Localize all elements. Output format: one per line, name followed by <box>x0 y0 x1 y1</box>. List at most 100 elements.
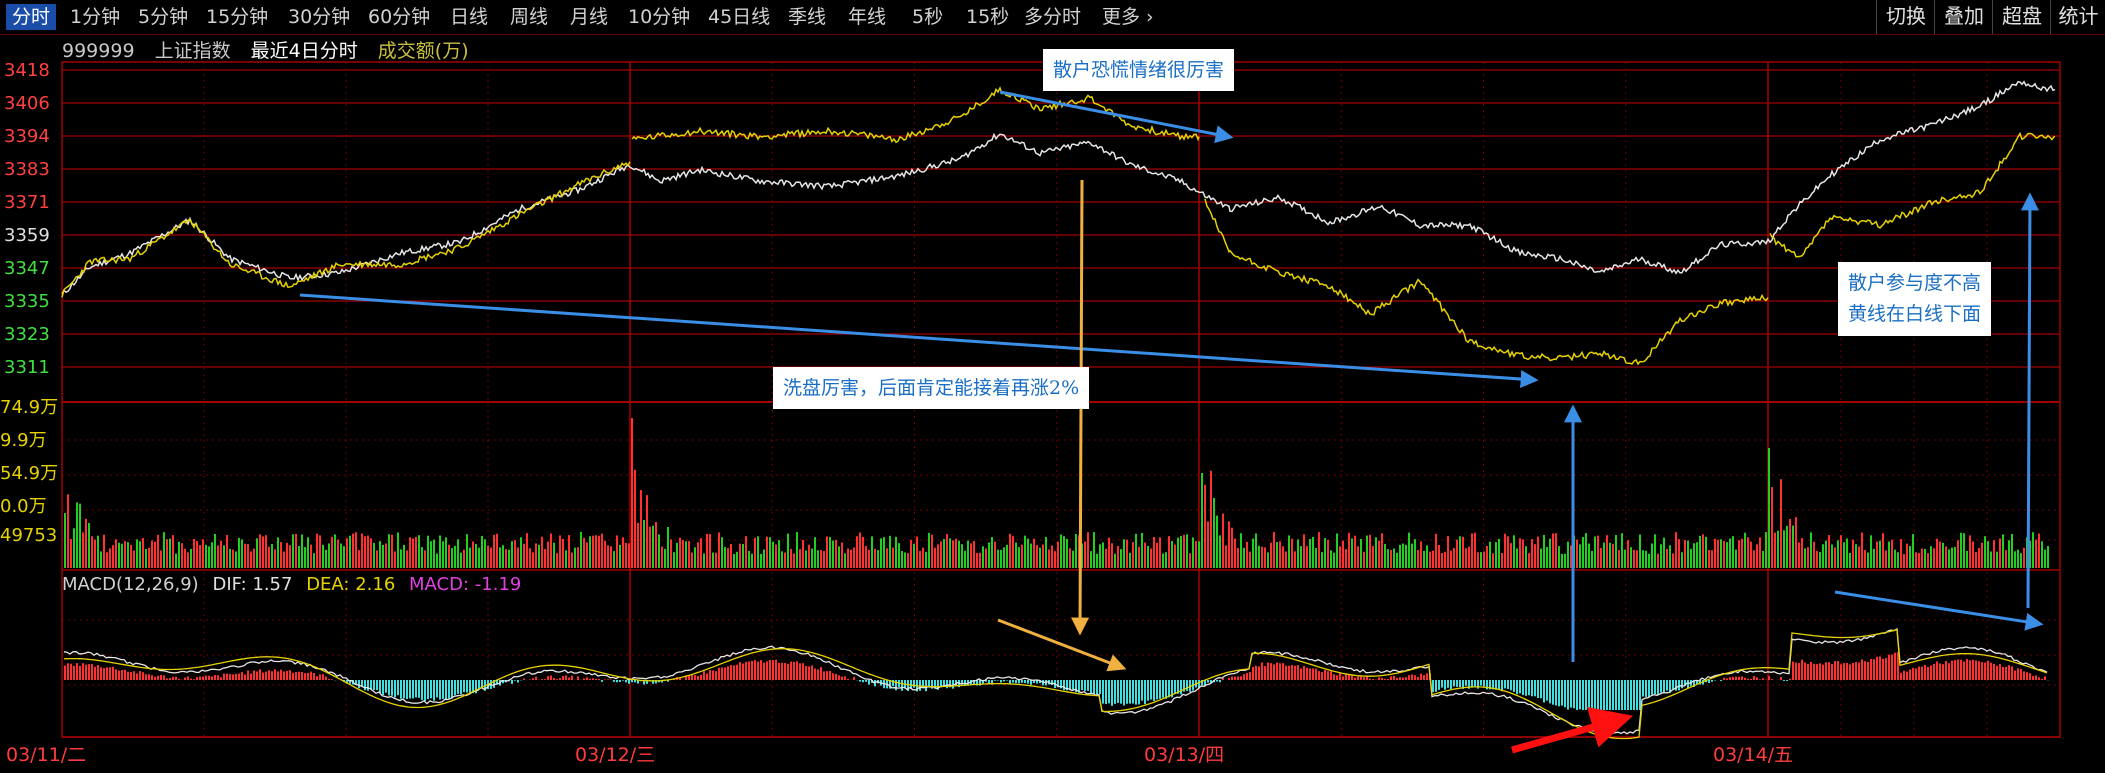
macd-bar <box>1315 668 1317 680</box>
tab-15min[interactable]: 15分钟 <box>206 6 269 28</box>
annotation-participation-line2: 黄线在白线下面 <box>1848 303 1982 325</box>
macd-bar <box>1252 666 1254 680</box>
volume-bar <box>1693 543 1695 568</box>
macd-bar <box>511 680 513 684</box>
macd-bar <box>730 665 732 680</box>
macd-bar <box>418 680 420 698</box>
tab-more[interactable]: 更多 › <box>1102 4 1154 30</box>
price-tick-3335: 3335 <box>4 291 50 312</box>
volume-bar <box>736 551 738 568</box>
macd-bar <box>1555 680 1557 706</box>
macd-bar <box>1396 677 1398 680</box>
macd-bar <box>394 680 396 698</box>
tab-daily[interactable]: 日线 <box>450 6 489 28</box>
annotation-panic: 散户恐慌情绪很厉害 <box>1043 49 1235 91</box>
overlay-button[interactable]: 叠加 <box>1934 0 1993 34</box>
volume-bar <box>148 547 150 568</box>
macd-bar <box>718 667 720 680</box>
volume-bar <box>1033 538 1035 568</box>
volume-bar <box>1990 551 1992 568</box>
volume-bar <box>1987 541 1989 568</box>
volume-bar <box>703 553 705 568</box>
tab-45day[interactable]: 45日线 <box>708 6 771 28</box>
macd-bar <box>436 680 438 698</box>
tab-5min[interactable]: 5分钟 <box>138 6 189 28</box>
macd-bar <box>1798 663 1800 680</box>
volume-bar <box>886 548 888 568</box>
switch-button[interactable]: 切换 <box>1876 0 1935 34</box>
macd-bar <box>1243 674 1245 680</box>
volume-bar <box>1936 538 1938 568</box>
volume-bar <box>400 549 402 568</box>
tab-1min[interactable]: 1分钟 <box>70 6 121 28</box>
volume-bar <box>877 550 879 568</box>
volume-bar <box>1081 543 1083 568</box>
macd-bar <box>1306 667 1308 680</box>
volume-bar <box>898 543 900 568</box>
tab-multi-fenshi[interactable]: 多分时 <box>1024 6 1082 28</box>
macd-bar <box>163 675 165 680</box>
annotation-washout: 洗盘厉害，后面肯定能接着再涨2% <box>773 367 1090 409</box>
macd-bar <box>1204 680 1206 687</box>
volume-bar <box>961 544 963 568</box>
macd-bar <box>2041 678 2043 680</box>
volume-bar <box>1639 534 1641 568</box>
tab-15sec[interactable]: 15秒 <box>966 6 1010 28</box>
volume-bar <box>463 549 465 568</box>
volume-bar <box>1969 535 1971 568</box>
volume-bar <box>1132 542 1134 568</box>
macd-bar <box>1981 662 1983 680</box>
macd-bar <box>796 661 798 680</box>
volume-bar <box>493 534 495 568</box>
volume-bar <box>286 542 288 568</box>
volume-bar <box>151 540 153 568</box>
tab-30min[interactable]: 30分钟 <box>288 6 351 28</box>
stats-button[interactable]: 统计 <box>2050 0 2105 34</box>
tab-5sec[interactable]: 5秒 <box>912 6 944 28</box>
macd-bar <box>586 677 588 680</box>
volume-bar <box>316 533 318 568</box>
macd-bar <box>1069 680 1071 691</box>
volume-bar <box>1024 535 1026 568</box>
macd-bar <box>1900 672 1902 680</box>
volume-bar <box>775 544 777 568</box>
tab-yearly[interactable]: 年线 <box>848 6 887 28</box>
tab-quarterly[interactable]: 季线 <box>788 6 827 28</box>
macd-bar <box>328 678 330 680</box>
macd-bar <box>1954 660 1956 680</box>
macd-bar <box>595 678 597 680</box>
macd-bar <box>1393 675 1395 680</box>
volume-bar <box>1516 548 1518 568</box>
volume-bar <box>733 553 735 568</box>
vol-tick-2: 9.9万 <box>0 430 47 451</box>
macd-bar <box>1009 680 1011 684</box>
volume-bar <box>730 543 732 568</box>
volume-bar <box>925 551 927 568</box>
macd-bar <box>583 678 585 680</box>
superplate-button[interactable]: 超盘 <box>1992 0 2051 34</box>
macd-bar <box>1492 680 1494 690</box>
volume-bar <box>1642 550 1644 568</box>
tab-weekly[interactable]: 周线 <box>510 6 549 28</box>
macd-bar <box>1219 680 1221 683</box>
volume-bar <box>1045 537 1047 568</box>
volume-bar <box>709 534 711 568</box>
macd-bar <box>136 673 138 680</box>
volume-bar <box>964 550 966 568</box>
volume-bar <box>2029 540 2031 568</box>
macd-info-line: MACD(12,26,9) DIF: 1.57 DEA: 2.16 MACD: … <box>62 573 529 597</box>
macd-bar <box>1249 672 1251 680</box>
volume-bar <box>679 537 681 568</box>
volume-bar <box>1738 540 1740 568</box>
macd-bar <box>1885 658 1887 680</box>
volume-bar <box>1267 552 1269 568</box>
macd-bar <box>1264 666 1266 680</box>
tab-10min[interactable]: 10分钟 <box>628 6 691 28</box>
tab-monthly[interactable]: 月线 <box>570 6 609 28</box>
volume-bar <box>859 532 861 568</box>
volume-bar <box>1858 546 1860 568</box>
macd-bar <box>379 680 381 693</box>
tab-fenshi[interactable]: 分时 <box>6 4 57 30</box>
tab-60min[interactable]: 60分钟 <box>368 6 431 28</box>
